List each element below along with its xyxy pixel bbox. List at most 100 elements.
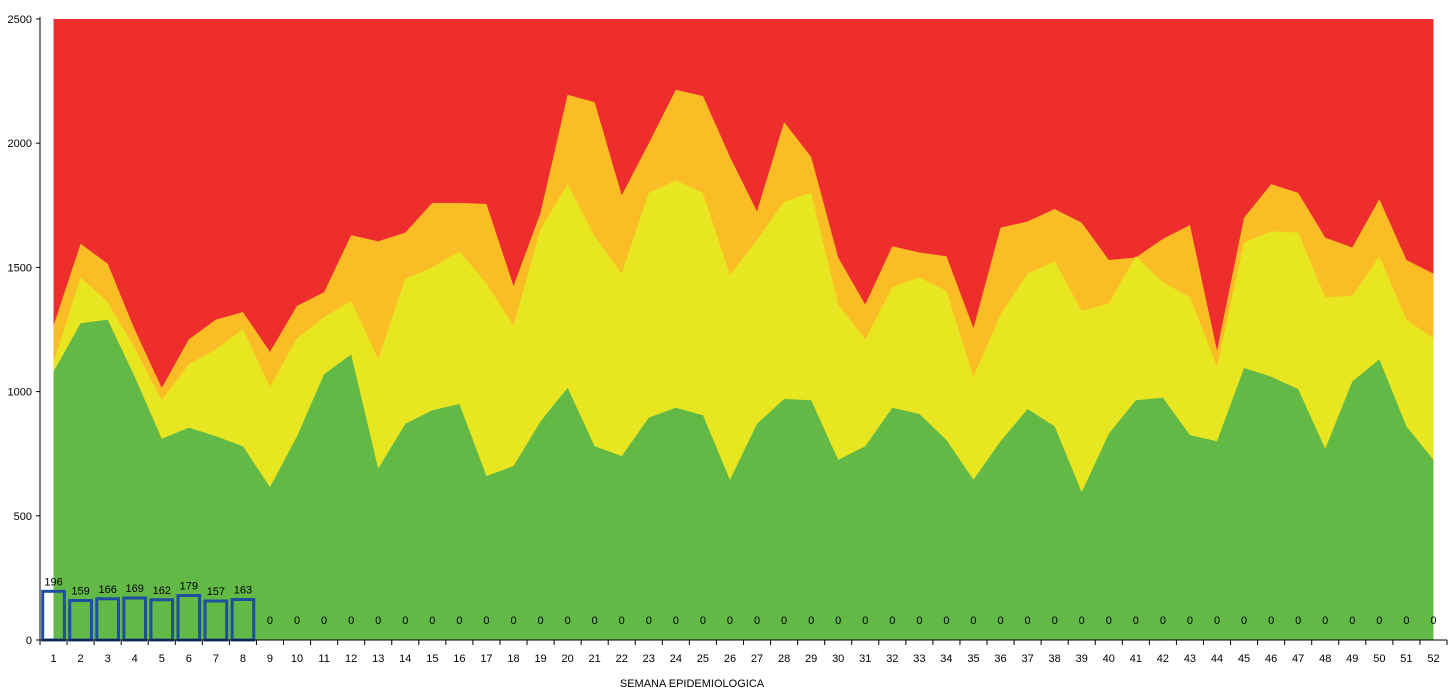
case-value-label: 0	[1322, 615, 1328, 627]
x-tick-label: 20	[562, 653, 574, 665]
x-tick-label: 30	[832, 653, 844, 665]
x-tick-label: 39	[1076, 653, 1088, 665]
x-tick-label: 36	[994, 653, 1006, 665]
x-tick-label: 17	[480, 653, 492, 665]
case-value-label: 0	[727, 615, 733, 627]
x-tick-label: 43	[1184, 653, 1196, 665]
x-tick-label: 33	[913, 653, 925, 665]
case-value-label: 0	[1268, 615, 1274, 627]
case-value-label: 0	[321, 615, 327, 627]
case-value-label: 0	[1376, 615, 1382, 627]
case-value-label: 169	[126, 583, 144, 595]
case-value-label: 0	[375, 615, 381, 627]
case-value-label: 0	[1052, 615, 1058, 627]
x-tick-label: 13	[372, 653, 384, 665]
case-value-label: 0	[916, 615, 922, 627]
x-tick-label: 27	[751, 653, 763, 665]
x-tick-label: 47	[1292, 653, 1304, 665]
x-tick-label: 16	[453, 653, 465, 665]
case-value-label: 166	[98, 584, 116, 596]
case-value-label: 0	[1133, 615, 1139, 627]
x-tick-label: 42	[1157, 653, 1169, 665]
x-tick-label: 11	[318, 653, 329, 665]
x-tick-label: 46	[1265, 653, 1277, 665]
case-value-label: 0	[1241, 615, 1247, 627]
case-value-label: 0	[808, 615, 814, 627]
x-tick-label: 45	[1238, 653, 1250, 665]
case-value-label: 0	[483, 615, 489, 627]
case-value-label: 0	[402, 615, 408, 627]
case-value-label: 0	[348, 615, 354, 627]
x-tick-label: 10	[291, 653, 303, 665]
x-tick-label: 37	[1021, 653, 1033, 665]
x-tick-label: 48	[1319, 653, 1331, 665]
x-tick-label: 19	[534, 653, 546, 665]
case-value-label: 162	[153, 585, 171, 597]
x-tick-label: 28	[778, 653, 790, 665]
case-value-label: 159	[71, 586, 89, 598]
x-axis-title: SEMANA EPIDEMIOLOGICA	[620, 678, 765, 690]
x-tick-label: 38	[1049, 653, 1061, 665]
x-tick-label: 40	[1103, 653, 1115, 665]
case-value-label: 0	[970, 615, 976, 627]
case-value-label: 0	[673, 615, 679, 627]
x-tick-label: 21	[589, 653, 601, 665]
x-tick-label: 51	[1400, 653, 1412, 665]
x-tick-label: 52	[1427, 653, 1439, 665]
x-tick-label: 26	[724, 653, 736, 665]
case-value-label: 0	[646, 615, 652, 627]
case-value-label: 0	[1403, 615, 1409, 627]
case-value-label: 0	[619, 615, 625, 627]
case-value-label: 0	[1295, 615, 1301, 627]
case-value-label: 163	[234, 585, 252, 597]
x-tick-label: 29	[805, 653, 817, 665]
y-tick-label: 1500	[8, 262, 32, 274]
y-tick-label: 1000	[8, 387, 32, 399]
case-value-label: 0	[429, 615, 435, 627]
y-tick-label: 500	[14, 511, 32, 523]
case-value-label: 0	[1079, 615, 1085, 627]
case-value-label: 0	[1106, 615, 1112, 627]
x-tick-label: 31	[859, 653, 871, 665]
case-value-label: 0	[1214, 615, 1220, 627]
success-zone-area	[53, 319, 1434, 640]
x-tick-label: 7	[213, 653, 219, 665]
case-value-label: 0	[1349, 615, 1355, 627]
case-value-label: 0	[267, 615, 273, 627]
x-tick-label: 25	[697, 653, 709, 665]
zones-layer	[53, 19, 1434, 640]
case-value-label: 0	[943, 615, 949, 627]
x-tick-label: 44	[1211, 653, 1223, 665]
x-tick-label: 15	[426, 653, 438, 665]
x-tick-label: 22	[616, 653, 628, 665]
case-value-label: 0	[510, 615, 516, 627]
case-value-label: 0	[700, 615, 706, 627]
x-tick-label: 35	[967, 653, 979, 665]
labels-layer: 196 159 166 169 162 179 157 163 0 0 0 0 0 0 0 0 0 0 0 0 0 0 0 0…	[44, 576, 1436, 627]
case-value-label: 0	[997, 615, 1003, 627]
case-value-label: 0	[456, 615, 462, 627]
case-value-label: 0	[889, 615, 895, 627]
x-tick-label: 8	[240, 653, 246, 665]
y-tick-label: 2000	[8, 138, 32, 150]
x-tick-label: 32	[886, 653, 898, 665]
x-tick-label: 2	[78, 653, 84, 665]
case-value-label: 0	[1430, 615, 1436, 627]
case-value-label: 179	[180, 581, 198, 593]
x-tick-label: 5	[159, 653, 165, 665]
case-value-label: 0	[754, 615, 760, 627]
case-value-label: 0	[1160, 615, 1166, 627]
y-tick-label: 2500	[8, 14, 32, 26]
case-value-label: 0	[294, 615, 300, 627]
x-tick-label: 14	[399, 653, 411, 665]
case-value-label: 0	[592, 615, 598, 627]
case-value-label: 157	[207, 586, 225, 598]
x-tick-label: 50	[1373, 653, 1385, 665]
case-value-label: 0	[1025, 615, 1031, 627]
x-tick-label: 12	[345, 653, 357, 665]
case-value-label: 0	[781, 615, 787, 627]
y-tick-label: 0	[26, 635, 32, 647]
x-tick-label: 4	[132, 653, 138, 665]
